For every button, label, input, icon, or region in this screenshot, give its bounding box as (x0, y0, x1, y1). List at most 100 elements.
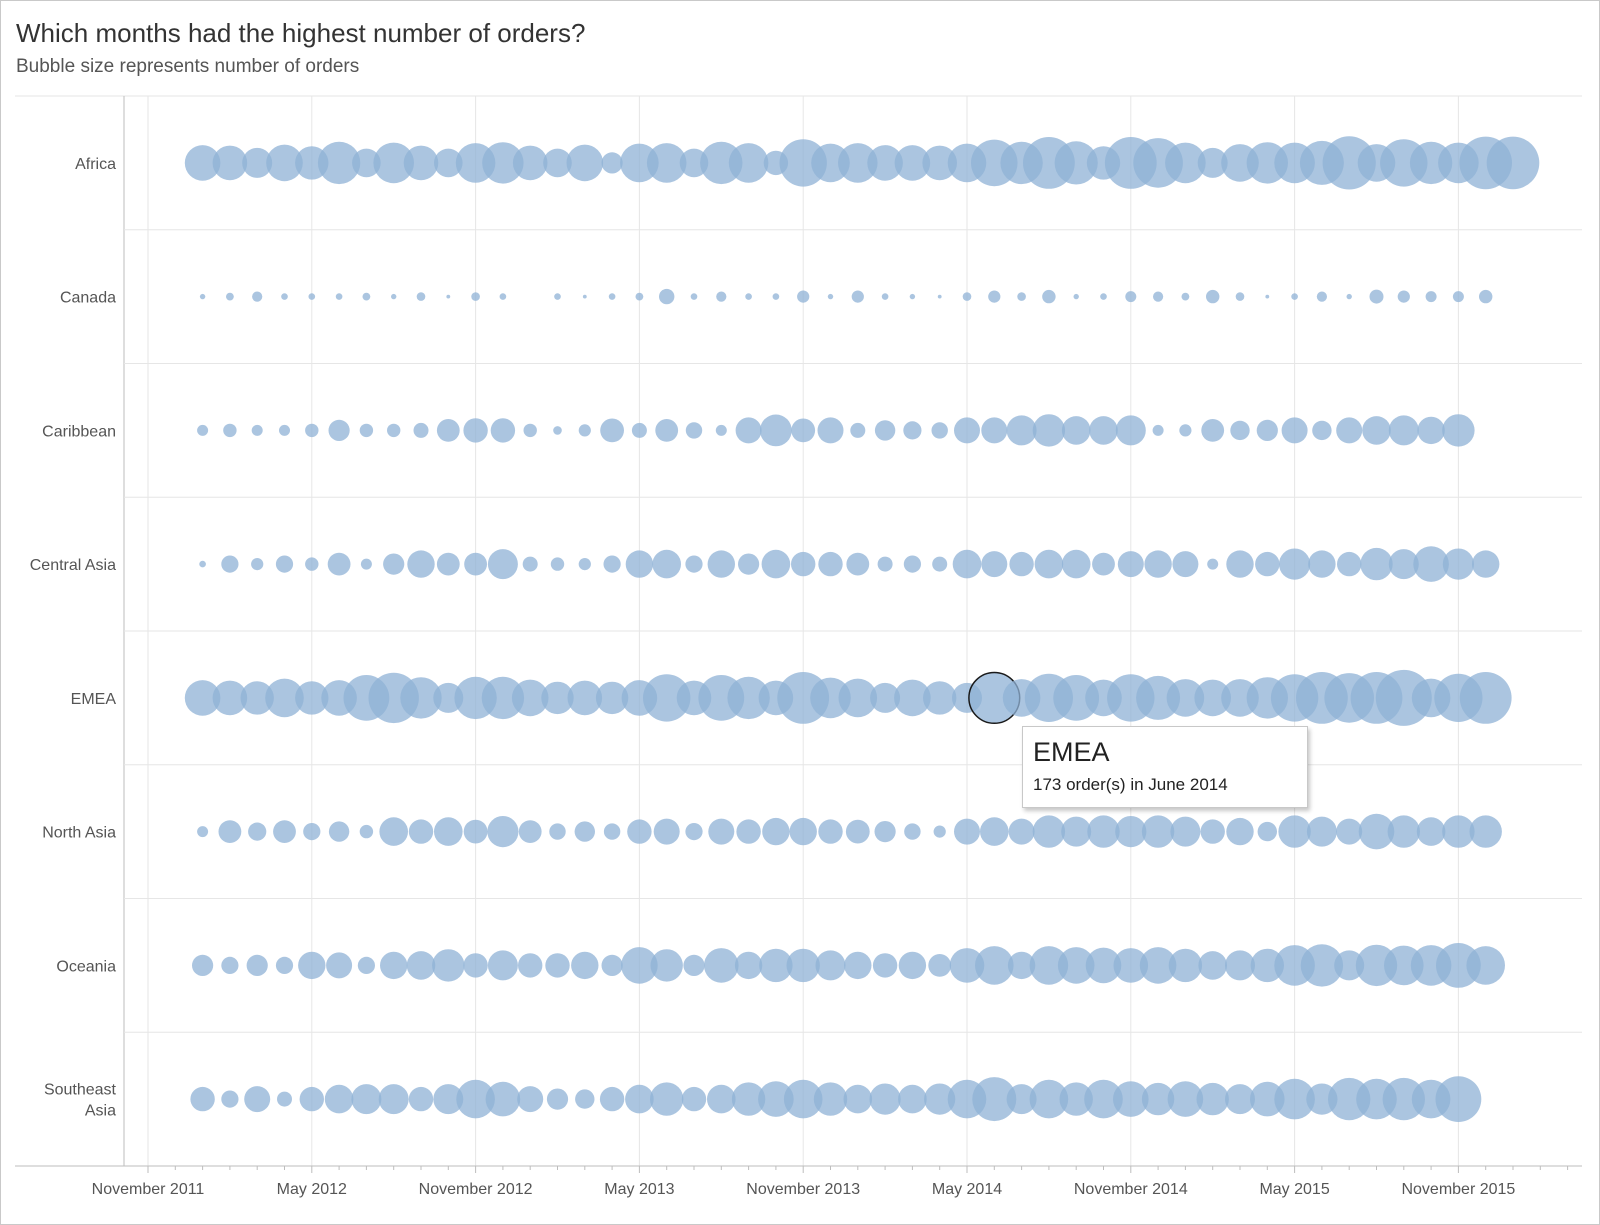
bubble[interactable] (621, 947, 658, 984)
bubble[interactable] (240, 681, 274, 715)
bubble[interactable] (1194, 679, 1231, 717)
bubble[interactable] (246, 954, 268, 977)
bubble[interactable] (436, 552, 460, 576)
bubble[interactable] (813, 1082, 848, 1116)
bubble[interactable] (1197, 147, 1228, 178)
bubble[interactable] (595, 681, 629, 715)
bubble[interactable] (281, 293, 288, 300)
bubble[interactable] (436, 419, 460, 442)
bubble[interactable] (679, 148, 709, 178)
bubble[interactable] (1312, 420, 1332, 441)
bubble[interactable] (1256, 419, 1278, 441)
bubble[interactable] (924, 1083, 956, 1115)
bubble[interactable] (1235, 292, 1245, 301)
bubble[interactable] (251, 424, 263, 436)
bubble[interactable] (954, 417, 980, 444)
bubble[interactable] (317, 141, 361, 185)
bubble[interactable] (817, 417, 844, 444)
bubble[interactable] (471, 292, 480, 301)
bubble[interactable] (731, 1082, 766, 1116)
bubble[interactable] (275, 555, 294, 573)
bubble[interactable] (1358, 813, 1395, 850)
bubble[interactable] (867, 145, 903, 181)
bubble[interactable] (578, 424, 591, 437)
bubble[interactable] (464, 552, 487, 576)
bubble[interactable] (221, 956, 239, 975)
bubble[interactable] (933, 825, 946, 838)
bubble[interactable] (223, 423, 237, 438)
bubble[interactable] (408, 819, 434, 844)
bubble[interactable] (407, 550, 435, 578)
bubble[interactable] (1416, 817, 1446, 846)
bubble[interactable] (1257, 821, 1278, 842)
bubble[interactable] (275, 956, 294, 975)
bubble[interactable] (499, 293, 507, 300)
bubble[interactable] (1308, 550, 1336, 578)
bubble[interactable] (685, 555, 703, 573)
bubble[interactable] (1413, 546, 1449, 582)
bubble[interactable] (975, 946, 1014, 985)
bubble[interactable] (1113, 948, 1149, 983)
bubble[interactable] (305, 557, 319, 571)
bubble[interactable] (433, 1084, 464, 1115)
bubble[interactable] (962, 292, 972, 301)
bubble[interactable] (357, 956, 375, 975)
bubble[interactable] (328, 821, 350, 842)
bubble[interactable] (1250, 1081, 1285, 1117)
bubble[interactable] (1170, 816, 1201, 847)
bubble[interactable] (1336, 417, 1363, 444)
bubble[interactable] (708, 818, 735, 845)
bubble[interactable] (738, 553, 760, 575)
bubble[interactable] (1375, 669, 1432, 726)
bubble[interactable] (1306, 816, 1337, 847)
bubble[interactable] (387, 423, 401, 438)
bubble[interactable] (601, 152, 623, 174)
bubble[interactable] (894, 145, 931, 181)
bubble[interactable] (512, 145, 548, 181)
bubble[interactable] (1472, 550, 1500, 578)
bubble[interactable] (546, 1088, 569, 1110)
bubble[interactable] (874, 821, 896, 843)
bubble[interactable] (627, 819, 652, 844)
bubble[interactable] (909, 293, 916, 300)
bubble[interactable] (797, 290, 810, 303)
bubble[interactable] (1387, 815, 1421, 848)
bubble[interactable] (1274, 1078, 1315, 1120)
bubble[interactable] (652, 549, 681, 579)
bubble[interactable] (1152, 424, 1164, 436)
bubble[interactable] (1362, 416, 1391, 445)
bubble[interactable] (1442, 414, 1475, 447)
bubble[interactable] (786, 948, 820, 983)
bubble[interactable] (218, 820, 242, 843)
bubble[interactable] (904, 823, 921, 840)
bubble[interactable] (845, 819, 870, 844)
bubble[interactable] (762, 817, 790, 846)
bubble[interactable] (1417, 416, 1445, 445)
bubble[interactable] (1061, 816, 1092, 847)
bubble[interactable] (408, 1086, 434, 1112)
bubble[interactable] (549, 823, 566, 840)
bubble[interactable] (783, 1079, 823, 1119)
bubble[interactable] (1141, 1082, 1175, 1116)
bubble[interactable] (308, 293, 316, 300)
bubble[interactable] (434, 817, 463, 846)
bubble[interactable] (1032, 414, 1066, 447)
bubble[interactable] (954, 818, 980, 845)
bubble[interactable] (1425, 291, 1437, 303)
bubble[interactable] (378, 1084, 409, 1115)
bubble[interactable] (553, 426, 562, 435)
bubble[interactable] (298, 951, 326, 980)
bubble[interactable] (877, 556, 893, 572)
bubble[interactable] (646, 143, 687, 183)
bubble[interactable] (190, 1086, 215, 1112)
bubble[interactable] (599, 1086, 625, 1112)
bubble[interactable] (1172, 551, 1199, 578)
bubble[interactable] (351, 1084, 382, 1115)
bubble[interactable] (199, 293, 206, 300)
bubble[interactable] (541, 681, 574, 715)
bubble[interactable] (299, 1086, 324, 1112)
bubble[interactable] (1136, 675, 1181, 720)
bubble[interactable] (379, 817, 409, 846)
bubble[interactable] (1181, 292, 1190, 301)
bubble[interactable] (575, 1089, 595, 1109)
